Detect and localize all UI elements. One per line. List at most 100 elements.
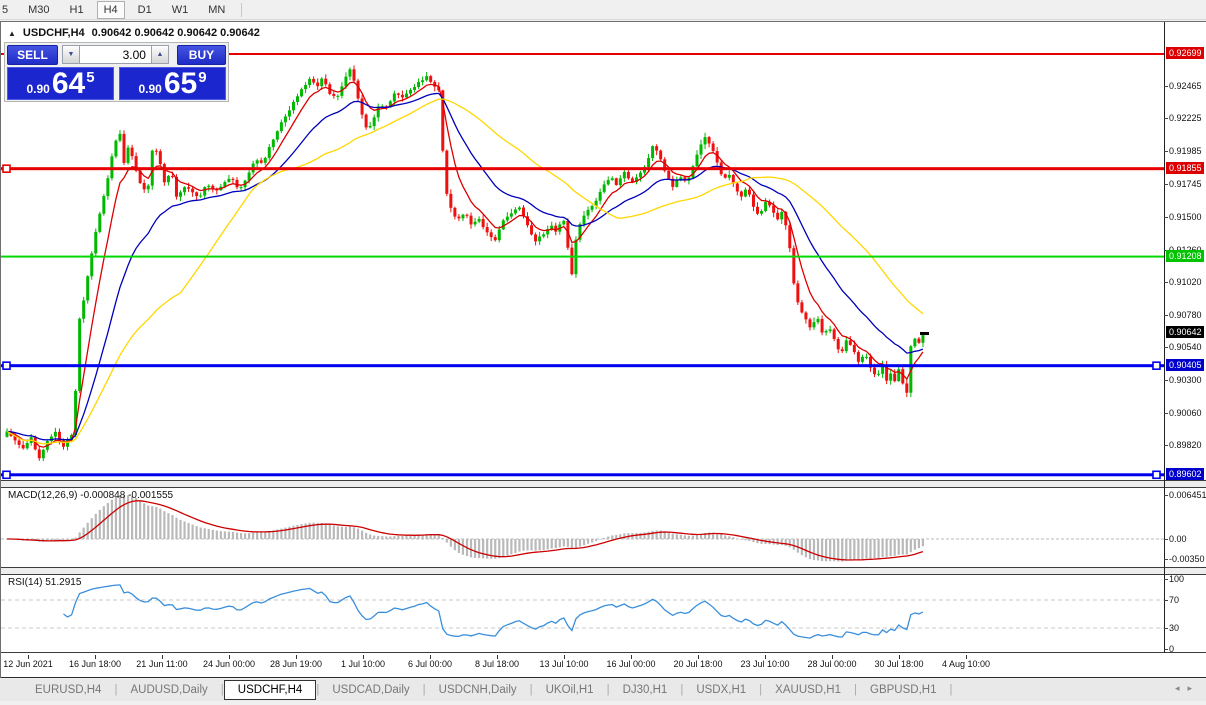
- symbol-tab-eurusd[interactable]: EURUSD,H4: [35, 684, 102, 696]
- candle-body: [804, 312, 808, 320]
- symbol-tab-xauusd[interactable]: XAUUSD,H1: [775, 684, 841, 696]
- candle-body: [917, 338, 921, 343]
- macd-histogram-bar: [296, 524, 299, 539]
- buy-button[interactable]: BUY: [176, 45, 226, 65]
- timeframe-button-h1[interactable]: H1: [69, 3, 84, 16]
- sell-button[interactable]: SELL: [7, 45, 58, 65]
- symbol-tab-usdcad[interactable]: USDCAD,Daily: [332, 684, 410, 696]
- timeframe-button-w1[interactable]: W1: [171, 3, 189, 16]
- volume-input[interactable]: [79, 45, 151, 64]
- hline-handle[interactable]: [2, 470, 11, 480]
- candle-body: [332, 93, 336, 96]
- candle-body: [37, 449, 41, 459]
- price-axis-line: [1164, 22, 1165, 653]
- timeframe-button-h4[interactable]: H4: [96, 0, 125, 19]
- symbol-tab-ukoil[interactable]: UKOil,H1: [545, 684, 594, 696]
- axis-tick: [1164, 539, 1168, 540]
- axis-tick: [1164, 151, 1168, 152]
- macd-histogram-bar: [687, 535, 691, 539]
- rsi-canvas: [1, 584, 1164, 639]
- macd-axis-label: 0.006451: [1169, 490, 1206, 500]
- timeframe-button-5[interactable]: 5: [2, 3, 9, 16]
- pane-splitter[interactable]: [1, 568, 1206, 574]
- candle-body: [606, 180, 610, 185]
- collapse-icon[interactable]: ▲: [8, 28, 16, 38]
- sell-price-display[interactable]: 0.90 64 5: [7, 67, 114, 100]
- symbol-tab-usdchf[interactable]: USDCHF,H4: [223, 680, 317, 700]
- candle-body: [683, 177, 687, 181]
- timeframe-button-m30[interactable]: M30: [28, 3, 50, 16]
- candle-body: [873, 367, 877, 375]
- candle-body: [856, 352, 860, 362]
- macd-histogram-bar: [699, 533, 703, 539]
- candle-body: [441, 90, 445, 151]
- macd-histogram-bar: [389, 536, 392, 539]
- candle-body: [739, 191, 743, 197]
- pane-splitter[interactable]: [1, 481, 1206, 487]
- macd-histogram-bar: [861, 539, 864, 560]
- timeframe-button-d1[interactable]: D1: [137, 3, 152, 16]
- candle-body: [844, 340, 848, 352]
- horizontal-line[interactable]: [1, 473, 1164, 477]
- candle-body: [703, 137, 707, 145]
- horizontal-line[interactable]: [1, 364, 1164, 368]
- price-axis-label: 0.90780: [1169, 309, 1202, 320]
- candle-body: [421, 80, 425, 83]
- candle-body: [312, 78, 316, 83]
- candle-body: [215, 189, 219, 191]
- macd-histogram-bar: [328, 524, 331, 539]
- volume-down-button[interactable]: ▼: [61, 45, 80, 64]
- candle-body: [300, 89, 304, 97]
- tab-separator: |: [949, 684, 953, 696]
- macd-histogram-bar: [833, 539, 836, 562]
- candle-body: [82, 300, 86, 319]
- symbol-tab-gbpusd[interactable]: GBPUSD,H1: [870, 684, 937, 696]
- macd-histogram-bar: [348, 526, 352, 539]
- tabs-scroll-left-icon[interactable]: ◂: [1174, 683, 1188, 693]
- time-axis-tick: [296, 655, 297, 659]
- hline-handle[interactable]: [2, 361, 11, 370]
- candle-body: [146, 185, 150, 190]
- volume-up-button[interactable]: ▲: [150, 45, 169, 64]
- candle-body: [905, 383, 909, 393]
- macd-histogram-bar: [70, 539, 73, 540]
- timeframe-button-mn[interactable]: MN: [208, 3, 226, 16]
- candle-body: [74, 390, 78, 436]
- macd-histogram-bar: [510, 539, 513, 555]
- pane-border: [1, 487, 1206, 488]
- macd-histogram-bar: [800, 539, 803, 556]
- symbol-tab-audusd[interactable]: AUDUSD,Daily: [130, 684, 208, 696]
- symbol-tab-usdcnh[interactable]: USDCNH,Daily: [438, 684, 517, 696]
- candle-body: [840, 349, 844, 352]
- time-axis-label: 24 Jun 00:00: [202, 659, 256, 669]
- macd-histogram-bar: [74, 537, 77, 539]
- hline-handle[interactable]: [1152, 361, 1161, 370]
- buy-price-display[interactable]: 0.90 65 9: [119, 67, 226, 100]
- chart-window-bottom-border: [1, 677, 1206, 678]
- candle-body: [731, 174, 735, 184]
- macd-histogram-bar: [599, 539, 602, 540]
- candle-body: [457, 216, 461, 219]
- tabs-scroll-right-icon[interactable]: ▸: [1187, 683, 1200, 693]
- hline-handle[interactable]: [2, 164, 11, 173]
- hline-handle[interactable]: [1152, 470, 1161, 480]
- macd-histogram-bar: [675, 534, 678, 539]
- candle-body: [360, 98, 364, 115]
- macd-histogram-bar: [825, 539, 828, 562]
- macd-histogram-bar: [179, 519, 182, 539]
- axis-tick: [1164, 600, 1168, 601]
- chart-ohlc-values: 0.90642 0.90642 0.90642 0.90642: [91, 27, 260, 39]
- candle-body: [78, 318, 82, 391]
- macd-histogram-bar: [151, 506, 154, 539]
- symbol-tab-dj30[interactable]: DJ30,H1: [622, 684, 668, 696]
- symbol-tab-usdx[interactable]: USDX,H1: [696, 684, 747, 696]
- horizontal-line[interactable]: [1, 53, 1164, 55]
- horizontal-line[interactable]: [1, 255, 1164, 258]
- candle-body: [877, 373, 881, 375]
- macd-histogram-bar: [429, 534, 432, 539]
- horizontal-line[interactable]: [1, 167, 1164, 171]
- candle-body: [800, 302, 804, 313]
- macd-histogram-bar: [106, 502, 109, 539]
- macd-histogram-bar: [312, 522, 315, 539]
- candle-body: [921, 334, 925, 343]
